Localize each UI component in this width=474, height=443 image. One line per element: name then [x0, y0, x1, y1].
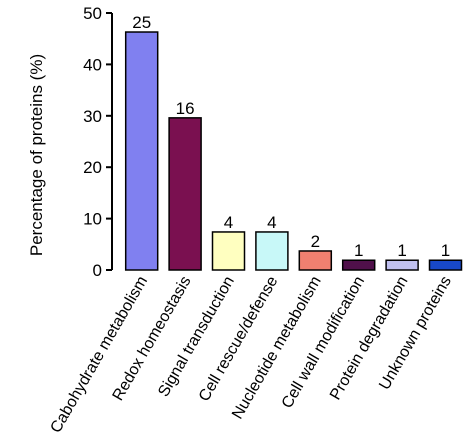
data-label: 1 [441, 241, 450, 260]
category-label: Signal transduction [155, 274, 238, 400]
y-tick-label: 10 [83, 210, 102, 229]
data-labels: 25 16 4 4 2 1 1 1 [132, 13, 450, 260]
y-tick-label: 30 [83, 107, 102, 126]
category-label: Cell rescue/defense [196, 273, 281, 404]
data-label: 1 [354, 241, 363, 260]
bar [211, 231, 246, 271]
data-label: 4 [267, 213, 276, 232]
category-label: Cell wall modification [279, 274, 368, 412]
bar [298, 250, 333, 271]
y-tick-label: 50 [83, 4, 102, 23]
bar [168, 117, 202, 271]
data-label: 2 [311, 232, 320, 251]
y-tick-label: 40 [83, 55, 102, 74]
bar [428, 259, 463, 271]
y-axis: 0 10 20 30 40 50 [83, 4, 113, 280]
y-tick-label: 0 [93, 261, 102, 280]
bar [124, 31, 159, 271]
y-axis-label: Percentage of proteins (%) [27, 54, 46, 256]
data-label: 4 [224, 213, 233, 232]
data-label: 25 [132, 13, 151, 32]
bars [124, 31, 463, 271]
category-label: Redox homeostasis [110, 274, 195, 404]
data-label: 16 [176, 99, 195, 118]
bar [341, 259, 376, 271]
data-label: 1 [397, 241, 406, 260]
y-tick-label: 20 [83, 158, 102, 177]
category-label: Protein degradation [327, 273, 412, 402]
bar [255, 231, 289, 271]
bar [385, 259, 419, 271]
